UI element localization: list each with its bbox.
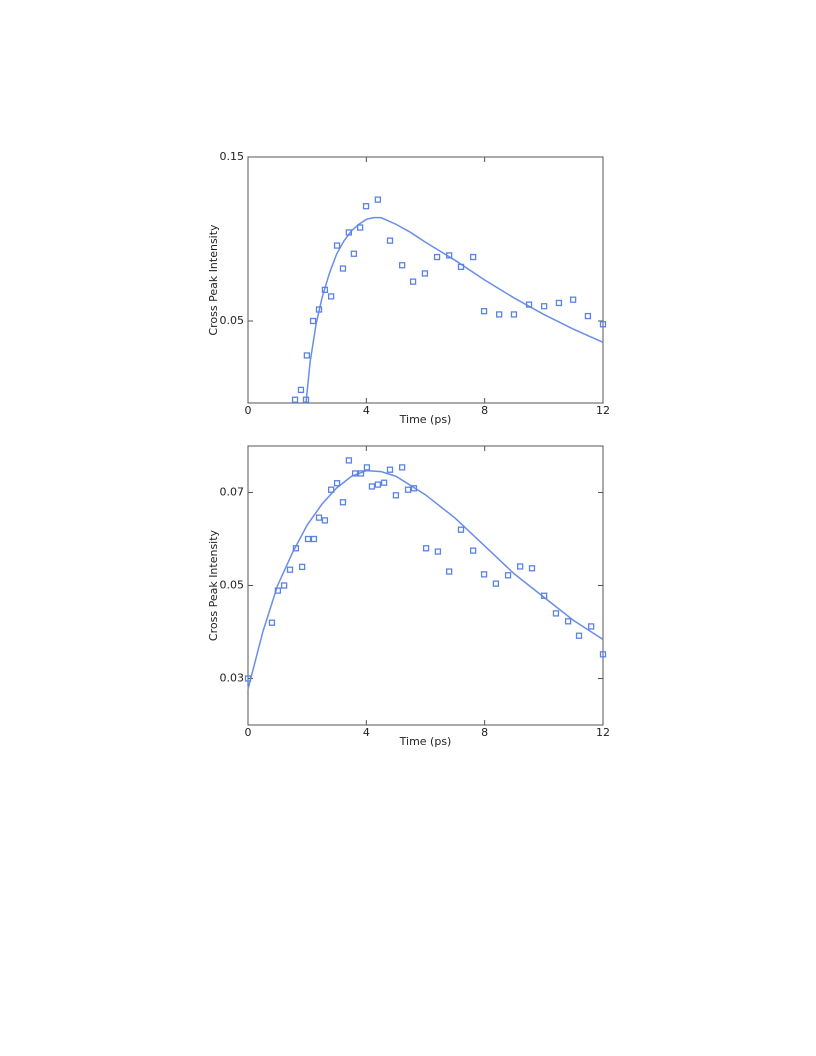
data-point (321, 286, 329, 293)
data-point (363, 464, 371, 471)
data-point (584, 312, 592, 320)
data-point (492, 580, 500, 587)
data-point (362, 203, 370, 210)
data-point (433, 253, 441, 261)
data-point (434, 548, 442, 555)
data-point (540, 303, 548, 310)
data-point (517, 563, 524, 570)
data-point (297, 386, 305, 394)
data-point (327, 293, 335, 300)
data-point (510, 311, 518, 318)
data-point (374, 196, 382, 203)
data-point (374, 481, 382, 488)
y-tick-label: 0.07 (220, 486, 245, 499)
data-point (339, 265, 347, 272)
fit-line (305, 216, 604, 404)
data-point (291, 396, 299, 403)
data-point (588, 623, 595, 630)
data-point (528, 565, 536, 572)
y-axis-label: Cross Peak Intensity (207, 529, 220, 641)
data-point (274, 587, 282, 594)
data-point (480, 571, 488, 578)
data-point (356, 224, 364, 231)
data-point (292, 545, 300, 552)
data-point (421, 270, 429, 277)
data-point (280, 582, 288, 589)
fit-line (247, 469, 604, 690)
data-point (392, 492, 400, 499)
data-point (398, 262, 406, 269)
data-point (410, 485, 418, 492)
data-point (304, 535, 312, 543)
data-point (345, 457, 353, 464)
data-point (303, 352, 311, 359)
data-point (404, 486, 412, 493)
y-tick-label: 0.05 (220, 579, 245, 592)
data-point (339, 499, 347, 506)
data-point (555, 299, 563, 307)
data-point (469, 253, 477, 261)
data-point (298, 563, 306, 571)
data-point (380, 479, 388, 486)
data-point (327, 486, 335, 493)
data-point (496, 311, 503, 318)
data-point (575, 632, 583, 639)
data-point (446, 252, 453, 259)
data-point (457, 526, 465, 533)
data-point (446, 568, 453, 575)
y-tick-label: 0.05 (220, 314, 245, 327)
x-axis-label: Time (ps) (399, 413, 452, 426)
data-point (310, 535, 318, 543)
x-tick-label: 4 (363, 404, 370, 417)
data-point (525, 301, 533, 308)
data-point (309, 317, 317, 325)
data-point (357, 470, 365, 477)
x-tick-label: 0 (245, 726, 252, 739)
data-point (345, 229, 353, 236)
data-point (351, 470, 359, 477)
data-point (286, 566, 294, 573)
data-point (409, 278, 417, 285)
data-point (599, 651, 607, 658)
data-point (469, 547, 477, 554)
x-tick-label: 8 (481, 726, 488, 739)
plot-frame (247, 445, 604, 726)
data-point (386, 237, 394, 244)
data-point (422, 545, 430, 552)
x-tick-label: 0 (245, 404, 252, 417)
data-point (315, 306, 323, 313)
data-point (268, 619, 276, 626)
data-point (552, 610, 560, 617)
data-point (302, 396, 310, 403)
data-point (599, 321, 607, 328)
x-tick-label: 12 (596, 726, 610, 739)
data-point (333, 480, 341, 487)
y-axis-label: Cross Peak Intensity (207, 224, 220, 336)
data-point (569, 296, 577, 303)
data-point (333, 242, 341, 249)
x-tick-label: 8 (481, 404, 488, 417)
x-axis-label: Time (ps) (399, 735, 452, 748)
data-point (386, 466, 394, 473)
data-point (350, 250, 358, 257)
data-point (244, 675, 252, 682)
data-point (480, 308, 488, 315)
x-tick-label: 4 (363, 726, 370, 739)
data-point (564, 618, 572, 625)
data-point (504, 572, 512, 579)
y-tick-label: 0.03 (220, 672, 245, 685)
y-tick-label: 0.15 (220, 150, 245, 163)
data-point (457, 263, 465, 271)
data-point (321, 517, 329, 524)
data-point (315, 514, 323, 521)
data-point (540, 592, 548, 599)
data-point (368, 483, 376, 490)
data-point (398, 464, 406, 471)
plot-frame (247, 156, 604, 404)
x-tick-label: 12 (596, 404, 610, 417)
